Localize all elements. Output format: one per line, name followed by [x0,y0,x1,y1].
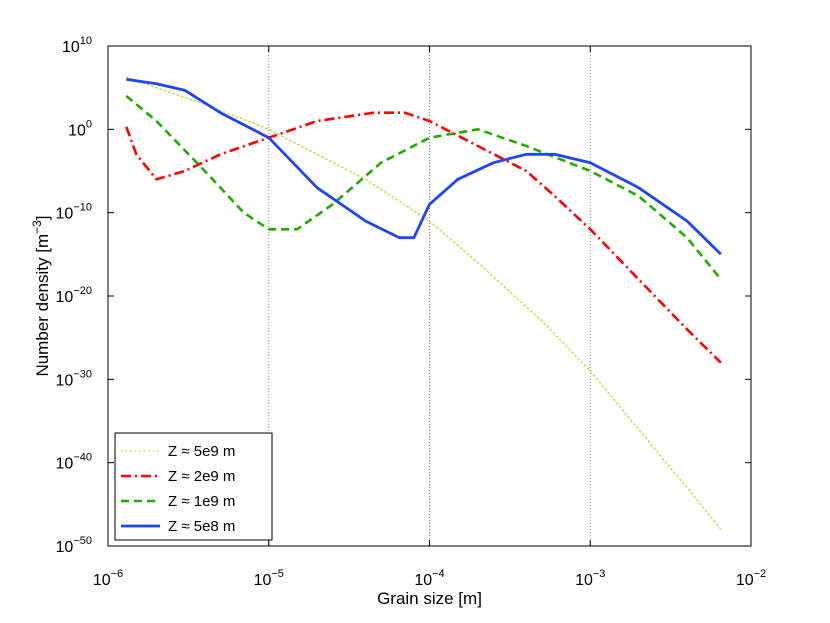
x-tick-label: 10−2 [736,568,766,589]
legend-label: Z ≈ 5e8 m [168,518,235,535]
x-tick-label: 10−5 [254,568,284,589]
y-tick-label: 1010 [62,35,92,56]
grid [268,46,591,546]
series-line-1 [125,76,722,530]
legend-label: Z ≈ 1e9 m [168,493,235,510]
series-line-2 [125,111,722,364]
tick-marks [107,45,752,547]
series-group [125,76,722,530]
x-tick-label: 10−6 [93,568,123,589]
x-tick-label: 10−3 [575,568,605,589]
y-tick-label: 10−10 [56,202,92,223]
legend-label: Z ≈ 2e9 m [168,468,235,485]
y-tick-label: 10−50 [56,535,92,556]
x-tick-labels: 10−6 10−5 10−4 10−3 10−2 [93,568,766,589]
legend-box [114,432,273,541]
y-axis-label: Number density [m−3] [30,215,52,376]
y-tick-label: 100 [68,118,92,139]
legend-label: Z ≈ 5e9 m [168,443,235,460]
x-tick-label: 10−4 [414,568,444,589]
legend: Z ≈ 5e9 m Z ≈ 2e9 m Z ≈ 1e9 m Z ≈ 5e8 m [114,432,273,541]
x-axis-label: Grain size [m] [377,589,482,608]
series-line-4 [126,77,722,256]
y-tick-label: 10−20 [56,285,92,306]
series-line-3 [125,94,722,281]
y-tick-label: 10−30 [56,368,92,389]
y-tick-labels: 1010 100 10−10 10−20 10−30 10−40 10−50 [56,35,92,556]
y-tick-label: 10−40 [56,452,92,473]
